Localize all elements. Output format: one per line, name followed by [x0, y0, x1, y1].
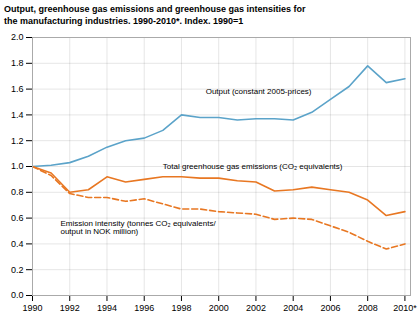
- svg-text:0.8: 0.8: [11, 188, 24, 198]
- svg-text:0.2: 0.2: [11, 265, 24, 275]
- svg-text:Output (constant 2005-prices): Output (constant 2005-prices): [206, 88, 312, 97]
- svg-text:2010*: 2010*: [393, 303, 417, 313]
- html-text:Output, greenhouse gas emissio: Output, greenhouse gas emissions and gre…: [4, 4, 306, 26]
- svg-text:1998: 1998: [171, 303, 191, 313]
- svg-text:Emission intensity (tonnes CO₂: Emission intensity (tonnes CO₂ equivalen…: [60, 220, 216, 237]
- svg-text:1.6: 1.6: [11, 84, 24, 94]
- svg-text:2000: 2000: [209, 303, 229, 313]
- svg-text:1996: 1996: [134, 303, 154, 313]
- svg-text:2.0: 2.0: [11, 33, 24, 43]
- svg-text:0.0: 0.0: [11, 291, 24, 301]
- svg-text:0.6: 0.6: [11, 213, 24, 223]
- svg-text:2006: 2006: [320, 303, 340, 313]
- svg-text:0.4: 0.4: [11, 239, 24, 249]
- svg-text:1.2: 1.2: [11, 136, 24, 146]
- svg-text:1.0: 1.0: [11, 162, 24, 172]
- svg-text:1.8: 1.8: [11, 59, 24, 69]
- svg-text:Total greenhouse gas emissions: Total greenhouse gas emissions (CO₂ equi…: [163, 162, 343, 171]
- svg-text:2008: 2008: [358, 303, 378, 313]
- svg-text:1990: 1990: [22, 303, 42, 313]
- svg-text:2004: 2004: [283, 303, 303, 313]
- svg-text:1994: 1994: [97, 303, 117, 313]
- svg-text:1.4: 1.4: [11, 110, 24, 120]
- svg-text:2002: 2002: [246, 303, 266, 313]
- svg-text:1992: 1992: [60, 303, 80, 313]
